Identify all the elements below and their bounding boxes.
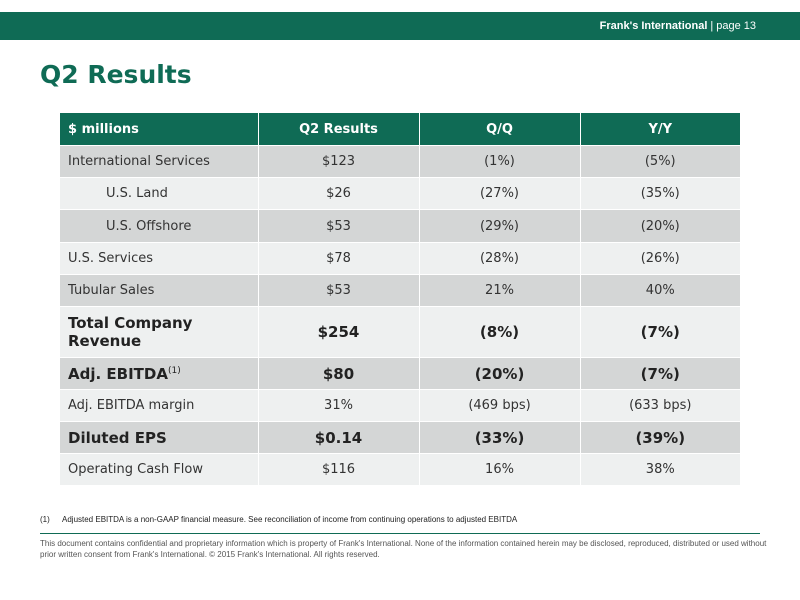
table-cell: 40% [579, 274, 740, 307]
table-cell: (35%) [579, 177, 740, 210]
row-label: U.S. Services [60, 242, 258, 275]
confidentiality-disclaimer: This document contains confidential and … [40, 539, 767, 559]
table-cell: (39%) [579, 421, 740, 454]
table-cell: 31% [257, 389, 419, 422]
row-label: International Services [60, 145, 258, 178]
page-number: page 13 [716, 20, 756, 32]
table-row: Diluted EPS $0.14 (33%) (39%) [60, 421, 740, 454]
table-cell: (27%) [418, 177, 580, 210]
page-title: Q2 Results [40, 60, 192, 89]
column-header: $ millions [60, 113, 258, 146]
row-label: Total Company Revenue [60, 306, 258, 358]
table-cell: $78 [257, 242, 419, 275]
row-label: Diluted EPS [60, 421, 258, 454]
table-row: Adj. EBITDA(1) $80 (20%) (7%) [60, 357, 740, 390]
row-label: Adj. EBITDA margin [60, 389, 258, 422]
row-label: U.S. Offshore [60, 209, 258, 243]
table-cell: (20%) [418, 357, 580, 390]
table-cell: $53 [257, 209, 419, 243]
table-cell: (33%) [418, 421, 580, 454]
header-separator: | [710, 20, 714, 32]
column-header: Q2 Results [257, 113, 419, 146]
table-row: U.S. Services $78 (28%) (26%) [60, 242, 740, 275]
table-cell: $116 [257, 453, 419, 485]
row-label: Adj. EBITDA(1) [60, 357, 258, 390]
table-row: International Services $123 (1%) (5%) [60, 145, 740, 178]
table-cell: (7%) [579, 306, 740, 358]
table-cell: (633 bps) [579, 389, 740, 422]
table-cell: (1%) [418, 145, 580, 178]
table-header-row: $ millions Q2 Results Q/Q Y/Y [60, 113, 740, 146]
table-cell: (28%) [418, 242, 580, 275]
footnote-marker: (1) [167, 365, 181, 376]
table-cell: (20%) [579, 209, 740, 243]
footnote-number: (1) [40, 515, 50, 524]
table-row: Total Company Revenue $254 (8%) (7%) [60, 306, 740, 358]
table-row: Adj. EBITDA margin 31% (469 bps) (633 bp… [60, 389, 740, 422]
header-bar: Frank's International | page 13 [0, 12, 800, 40]
table-cell: 16% [418, 453, 580, 485]
table-row: Operating Cash Flow $116 16% 38% [60, 453, 740, 485]
row-label: Tubular Sales [60, 274, 258, 307]
table-cell: 21% [418, 274, 580, 307]
column-header: Y/Y [579, 113, 740, 146]
table-cell: $0.14 [257, 421, 419, 454]
table-cell: $53 [257, 274, 419, 307]
footnote-text: Adjusted EBITDA is a non-GAAP financial … [62, 515, 518, 524]
table-cell: $26 [257, 177, 419, 210]
table-row: Tubular Sales $53 21% 40% [60, 274, 740, 307]
table-cell: (469 bps) [418, 389, 580, 422]
row-label: U.S. Land [60, 177, 258, 210]
table-cell: (29%) [418, 209, 580, 243]
table-row: U.S. Offshore $53 (29%) (20%) [60, 209, 740, 243]
table-row: U.S. Land $26 (27%) (35%) [60, 177, 740, 210]
table-cell: (26%) [579, 242, 740, 275]
table-cell: $80 [257, 357, 419, 390]
company-name: Frank's International [599, 20, 708, 32]
header-brand: Frank's International | page 13 [600, 20, 756, 32]
column-header: Q/Q [418, 113, 580, 146]
footer-divider [40, 533, 760, 534]
footnote: (1) Adjusted EBITDA is a non-GAAP financi… [40, 515, 517, 524]
results-table: $ millions Q2 Results Q/Q Y/Y Internatio… [60, 113, 740, 485]
table-cell: $123 [257, 145, 419, 178]
table-cell: (7%) [579, 357, 740, 390]
table-cell: $254 [257, 306, 419, 358]
table-cell: (5%) [579, 145, 740, 178]
row-label-text: Adj. EBITDA [68, 364, 168, 383]
row-label: Operating Cash Flow [60, 453, 258, 485]
table-cell: 38% [579, 453, 740, 485]
table-cell: (8%) [418, 306, 580, 358]
